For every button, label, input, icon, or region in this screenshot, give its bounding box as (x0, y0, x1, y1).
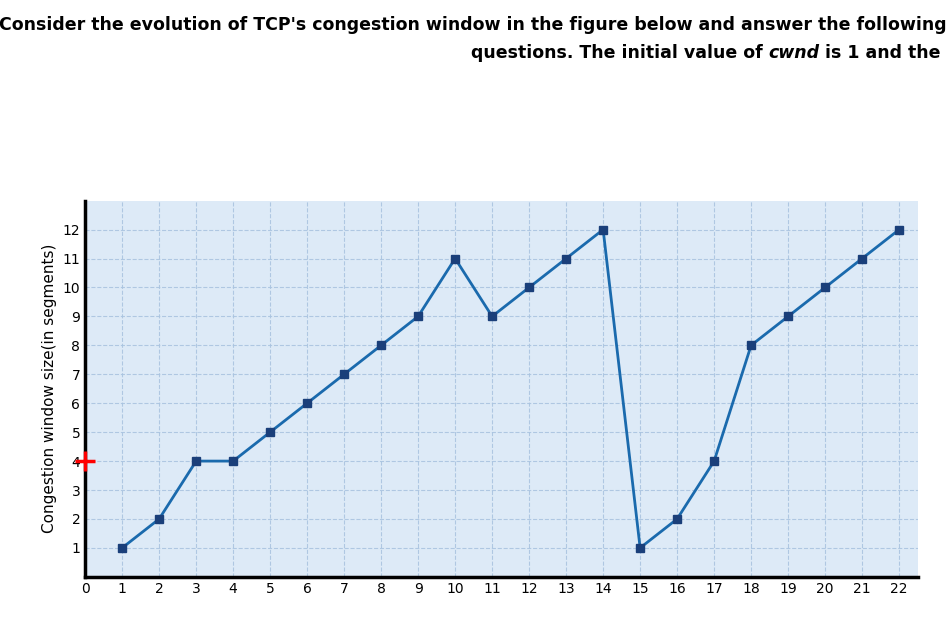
Y-axis label: Congestion window size(in segments): Congestion window size(in segments) (42, 244, 57, 534)
Text: is 1 and the initial value of: is 1 and the initial value of (819, 44, 946, 62)
Text: Consider the evolution of TCP's congestion window in the figure below and answer: Consider the evolution of TCP's congesti… (0, 16, 946, 34)
Text: questions. The initial value of: questions. The initial value of (470, 44, 768, 62)
Text: cwnd: cwnd (768, 44, 819, 62)
